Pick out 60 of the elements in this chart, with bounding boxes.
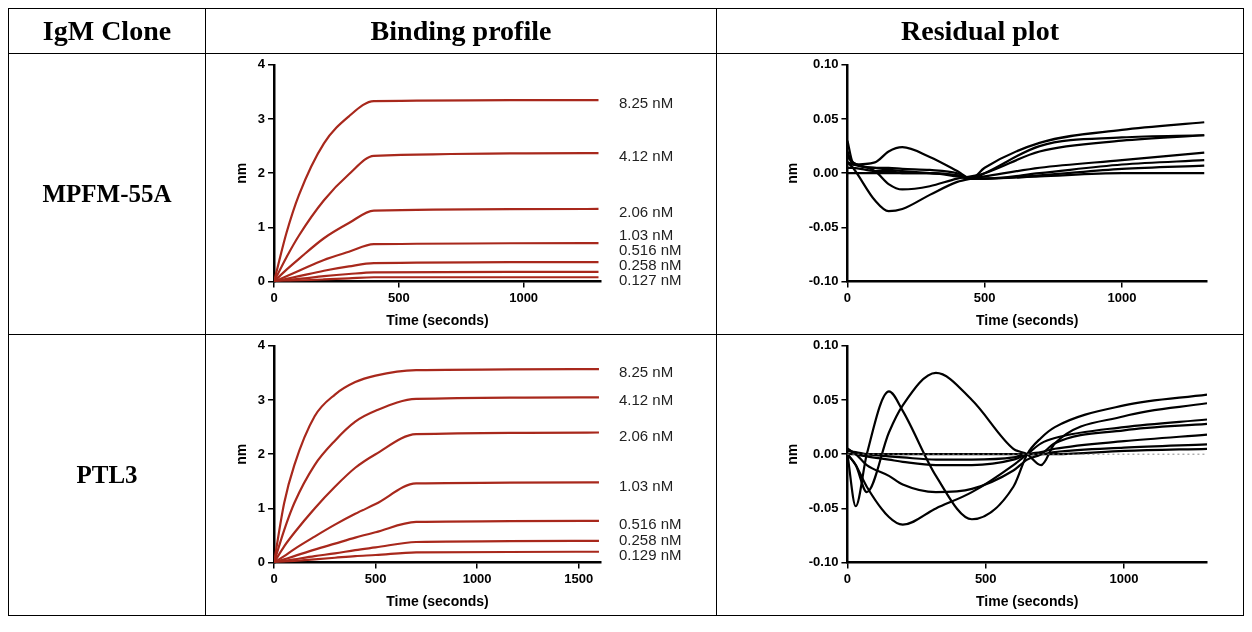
y-axis-title: nm	[784, 443, 801, 465]
y-tick-label: 0.10	[813, 337, 839, 353]
y-tick-label: 0.00	[813, 445, 839, 461]
x-tick-label: 0	[270, 570, 278, 586]
y-tick-label: 3	[257, 110, 266, 126]
x-tick-label: 1000	[1109, 570, 1139, 586]
series-label: 0.516 nM	[619, 241, 682, 259]
y-tick-label: 0.05	[813, 391, 839, 407]
series-label: 0.258 nM	[619, 256, 682, 274]
series-label: 2.06 nM	[619, 426, 674, 444]
series-label: 0.258 nM	[619, 530, 682, 548]
series-label: 8.25 nM	[619, 363, 674, 381]
y-axis-title: nm	[784, 162, 801, 184]
y-tick-label: 0.00	[813, 164, 839, 180]
y-tick-label: 2	[257, 445, 266, 461]
y-tick-label: 4	[257, 56, 266, 72]
x-axis-title: Time (seconds)	[976, 312, 1079, 329]
x-axis-title: Time (seconds)	[976, 593, 1079, 610]
y-tick-label: 1	[257, 499, 266, 515]
x-tick-label: 0	[843, 289, 852, 305]
text: MPFM-55A	[8, 53, 206, 335]
series-label: 1.03 nM	[619, 226, 674, 244]
y-tick-label: 2	[257, 164, 266, 180]
text: IgM Clone	[8, 8, 206, 54]
y-tick-label: 3	[257, 391, 266, 407]
y-tick-label: 1	[257, 218, 266, 234]
y-tick-label: -0.10	[808, 273, 839, 289]
x-tick-label: 500	[364, 570, 387, 586]
series-label: 0.516 nM	[619, 515, 682, 533]
y-tick-label: 0.05	[813, 110, 839, 126]
x-tick-label: 500	[973, 289, 996, 305]
x-tick-label: 0	[270, 289, 278, 305]
y-tick-label: 0	[257, 554, 266, 570]
y-tick-label: 4	[257, 337, 266, 353]
series-label: 4.12 nM	[619, 147, 674, 165]
chart-title: Residual plot	[716, 8, 1244, 54]
text: PTL3	[8, 334, 206, 616]
series-label: 0.129 nM	[619, 545, 682, 563]
y-tick-label: 0	[257, 273, 266, 289]
y-tick-label: -0.10	[808, 554, 839, 570]
chart-title: Binding profile	[205, 8, 717, 54]
x-tick-label: 500	[387, 289, 410, 305]
x-tick-label: 1500	[564, 570, 594, 586]
series-label: 4.12 nM	[619, 391, 674, 409]
series-label: 1.03 nM	[619, 476, 674, 494]
y-tick-label: 0.10	[813, 56, 839, 72]
x-axis-title: Time (seconds)	[386, 593, 489, 610]
x-tick-label: 500	[974, 570, 997, 586]
x-tick-label: 1000	[1107, 289, 1137, 305]
y-tick-label: -0.05	[808, 499, 839, 515]
x-tick-label: 1000	[509, 289, 539, 305]
y-tick-label: -0.05	[808, 218, 839, 234]
series-label: 2.06 nM	[619, 203, 674, 221]
y-axis-title: nm	[233, 443, 250, 465]
y-axis-title: nm	[233, 162, 250, 184]
x-axis-title: Time (seconds)	[386, 312, 489, 329]
x-tick-label: 0	[843, 570, 852, 586]
x-tick-label: 1000	[462, 570, 492, 586]
series-label: 0.127 nM	[619, 271, 682, 289]
series-label: 8.25 nM	[619, 94, 674, 112]
